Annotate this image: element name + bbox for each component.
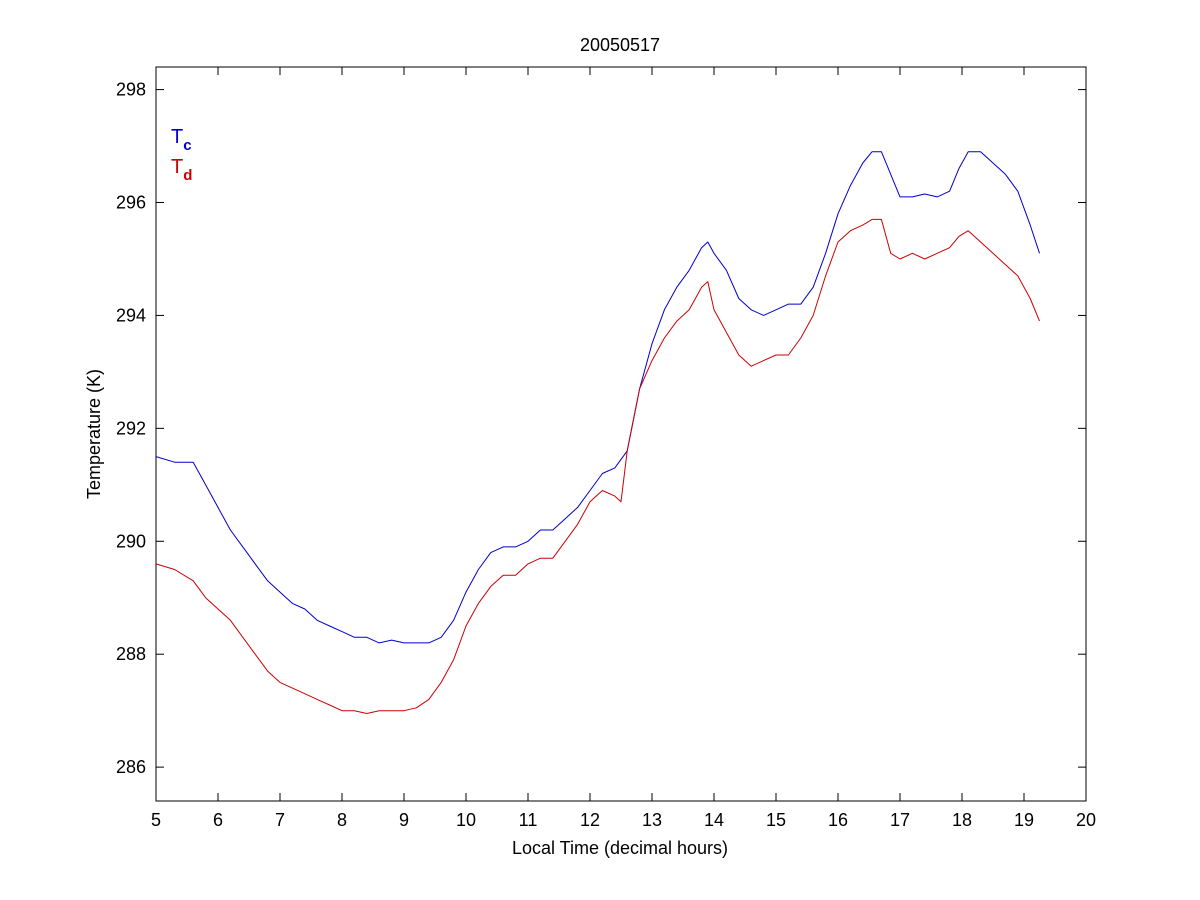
x-tick-label: 17 — [890, 810, 910, 830]
ticks-layer: 5 6 7 8 9 10 11 12 13 14 15 16 17 18 19 20 286 288 290 292 2… — [116, 67, 1096, 830]
x-tick-label: 9 — [399, 810, 409, 830]
x-tick-label: 20 — [1076, 810, 1096, 830]
y-tick-label: 298 — [116, 80, 146, 100]
x-tick-label: 10 — [456, 810, 476, 830]
y-tick-label: 292 — [116, 418, 146, 438]
x-tick-label: 12 — [580, 810, 600, 830]
legend-subscript: d — [183, 167, 192, 184]
axes-frame — [155, 66, 1087, 802]
y-tick-label: 286 — [116, 757, 146, 777]
y-axis-label: Temperature (K) — [84, 369, 104, 499]
x-tick-label: 14 — [704, 810, 724, 830]
x-tick-label: 13 — [642, 810, 662, 830]
x-axis-label: Local Time (decimal hours) — [512, 838, 728, 858]
plot-area — [155, 66, 1087, 802]
x-tick-label: 5 — [151, 810, 161, 830]
x-tick-label: 7 — [275, 810, 285, 830]
x-tick-label: 11 — [519, 810, 538, 830]
x-tick-label: 16 — [828, 810, 848, 830]
x-tick-label: 18 — [952, 810, 972, 830]
legend-subscript: c — [183, 137, 191, 154]
series-line-Td — [155, 218, 1040, 714]
x-tick-label: 19 — [1014, 810, 1034, 830]
series-line-Tc — [155, 151, 1040, 644]
x-tick-label: 15 — [766, 810, 786, 830]
x-tick-label: 6 — [213, 810, 223, 830]
chart-title: 20050517 — [580, 35, 660, 55]
y-tick-label: 288 — [116, 644, 146, 664]
y-tick-label: 290 — [116, 531, 146, 551]
y-tick-label: 294 — [116, 305, 146, 325]
x-tick-label: 8 — [337, 810, 347, 830]
y-tick-label: 296 — [116, 193, 146, 213]
series-layer — [155, 151, 1040, 714]
